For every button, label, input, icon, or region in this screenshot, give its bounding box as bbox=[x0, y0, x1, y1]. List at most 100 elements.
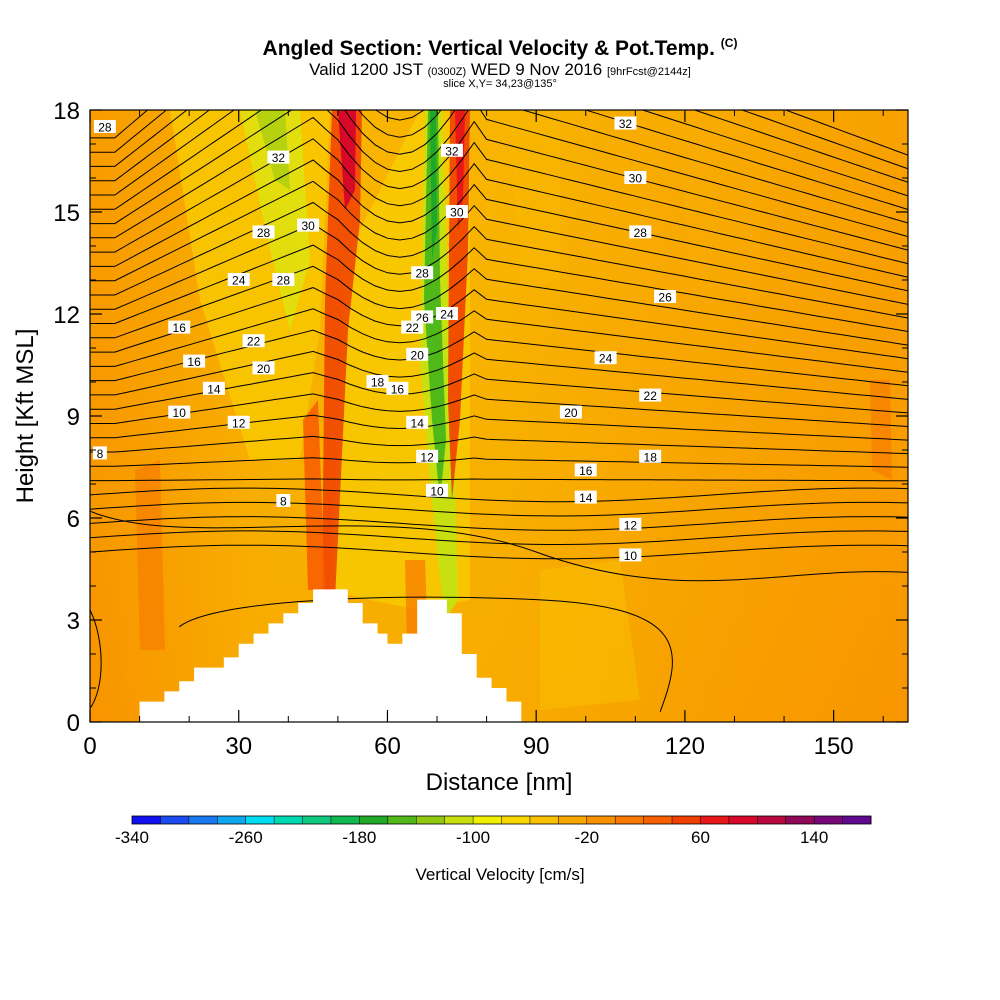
colorbar-swatch bbox=[359, 816, 389, 824]
colorbar-ticks: -340 -260 -180 -100 -20 60 140 bbox=[115, 828, 828, 847]
chart-title: Angled Section: Vertical Velocity & Pot.… bbox=[0, 36, 1000, 61]
isentrope-line bbox=[90, 308, 908, 373]
contour-label: 30 bbox=[301, 219, 315, 233]
colorbar-tick-label: -340 bbox=[115, 828, 149, 847]
contour-label: 22 bbox=[406, 321, 420, 335]
contour-label-bg bbox=[386, 381, 409, 395]
contour-label: 22 bbox=[644, 389, 658, 403]
colorbar-swatch bbox=[188, 816, 218, 824]
contour-label: 10 bbox=[624, 549, 638, 563]
isentrope-line bbox=[90, 435, 908, 455]
colorbar-swatch bbox=[245, 816, 275, 824]
contour-label-bg bbox=[440, 143, 463, 157]
colorbar-swatch bbox=[160, 816, 190, 824]
contour-label-bg bbox=[574, 490, 597, 504]
contour-label: 10 bbox=[430, 484, 444, 498]
y-axis: 0 3 6 9 12 15 18 bbox=[53, 98, 908, 737]
contour-label-bg bbox=[574, 463, 597, 477]
colorbar-swatch bbox=[643, 816, 673, 824]
contour-label-bg bbox=[252, 361, 275, 375]
contour-label: 20 bbox=[257, 362, 271, 376]
contour-label-bg bbox=[227, 415, 250, 429]
colorbar bbox=[131, 815, 872, 825]
isentrope-line bbox=[90, 530, 908, 545]
isentrope-line bbox=[90, 487, 908, 503]
x-axis-label: Distance [nm] bbox=[426, 769, 573, 796]
contour-label-bg bbox=[183, 354, 206, 368]
isentrope-line bbox=[90, 201, 908, 305]
contour-label: 28 bbox=[634, 226, 648, 240]
title-main: Angled Section: Vertical Velocity & Pot.… bbox=[262, 37, 715, 60]
contour-label-bg bbox=[366, 375, 389, 388]
colorbar-swatch bbox=[814, 816, 844, 824]
contour-label-bg bbox=[168, 405, 191, 419]
contour-label: 24 bbox=[232, 274, 246, 288]
contour-label-bg bbox=[411, 266, 434, 280]
isentrope-line bbox=[90, 244, 908, 332]
colorbar-tick-label: 60 bbox=[691, 828, 710, 847]
contour-label-bg bbox=[619, 548, 642, 562]
isentrope-line bbox=[90, 544, 908, 560]
isentrope-line bbox=[90, 372, 908, 414]
contour-label-bg bbox=[624, 171, 647, 184]
contour-label: 28 bbox=[257, 226, 271, 240]
contour-label-bg bbox=[406, 415, 429, 429]
y-tick-label: 6 bbox=[67, 506, 80, 533]
title-unit: (C) bbox=[720, 36, 738, 50]
x-tick-label: 120 bbox=[665, 733, 705, 760]
y-axis-label: Height [Kft MSL] bbox=[12, 329, 39, 504]
y-tick-label: 18 bbox=[53, 98, 80, 125]
contour-label-bg bbox=[276, 494, 291, 507]
contour-label: 12 bbox=[624, 518, 638, 532]
isentrope-line bbox=[90, 110, 908, 197]
colorbar-swatch bbox=[416, 816, 446, 824]
valid-utc: (0300Z) bbox=[427, 66, 467, 78]
contour-label: 16 bbox=[173, 321, 187, 335]
x-tick-label: 150 bbox=[814, 733, 854, 760]
isentrope-line bbox=[178, 596, 673, 712]
isentrope-line bbox=[90, 223, 908, 319]
contour-label: 16 bbox=[187, 355, 201, 369]
contour-label-bg bbox=[297, 218, 320, 232]
colorbar-swatch bbox=[501, 816, 531, 824]
contour-label-bg bbox=[614, 116, 637, 130]
isentrope-line bbox=[90, 265, 908, 346]
contour-label-bg bbox=[92, 446, 107, 460]
contour-label-bg bbox=[401, 320, 424, 334]
colorbar-swatch bbox=[444, 816, 474, 824]
colorbar-label: Vertical Velocity [cm/s] bbox=[415, 865, 584, 884]
valid-date: WED 9 Nov 2016 bbox=[470, 60, 603, 79]
x-tick-label: 60 bbox=[374, 733, 401, 760]
isentrope-line bbox=[90, 393, 908, 427]
contour-label: 18 bbox=[371, 376, 385, 390]
contour-label-bg bbox=[639, 449, 662, 463]
contour-label: 16 bbox=[391, 382, 405, 396]
forecast-info: [9hrFcst@2144z] bbox=[606, 66, 691, 78]
contour-label-bg bbox=[227, 273, 250, 286]
isentrope-line bbox=[90, 159, 908, 278]
contour-label: 16 bbox=[579, 464, 593, 478]
contour-label: 32 bbox=[445, 144, 459, 158]
contour-label-bg bbox=[416, 449, 439, 463]
isentrope-line bbox=[90, 510, 908, 582]
contour-label-bg bbox=[406, 347, 429, 361]
colorbar-swatch bbox=[757, 816, 787, 824]
contour-label-bg bbox=[267, 150, 290, 164]
contour-label: 10 bbox=[173, 406, 187, 420]
colorbar-swatch bbox=[615, 816, 645, 824]
isentrope-line bbox=[90, 329, 908, 387]
contour-label-bg bbox=[435, 307, 458, 320]
contour-label-bg bbox=[202, 381, 225, 395]
contour-label: 24 bbox=[440, 308, 454, 322]
contour-label: 12 bbox=[232, 416, 246, 430]
colorbar-swatch bbox=[217, 816, 247, 824]
isentrope-line bbox=[90, 110, 908, 210]
colorbar-tick-label: -180 bbox=[342, 828, 376, 847]
colorbar-swatch bbox=[387, 816, 417, 824]
x-tick-label: 30 bbox=[225, 733, 252, 760]
colorbar-swatch bbox=[330, 816, 360, 824]
colorbar-swatch bbox=[132, 816, 161, 824]
